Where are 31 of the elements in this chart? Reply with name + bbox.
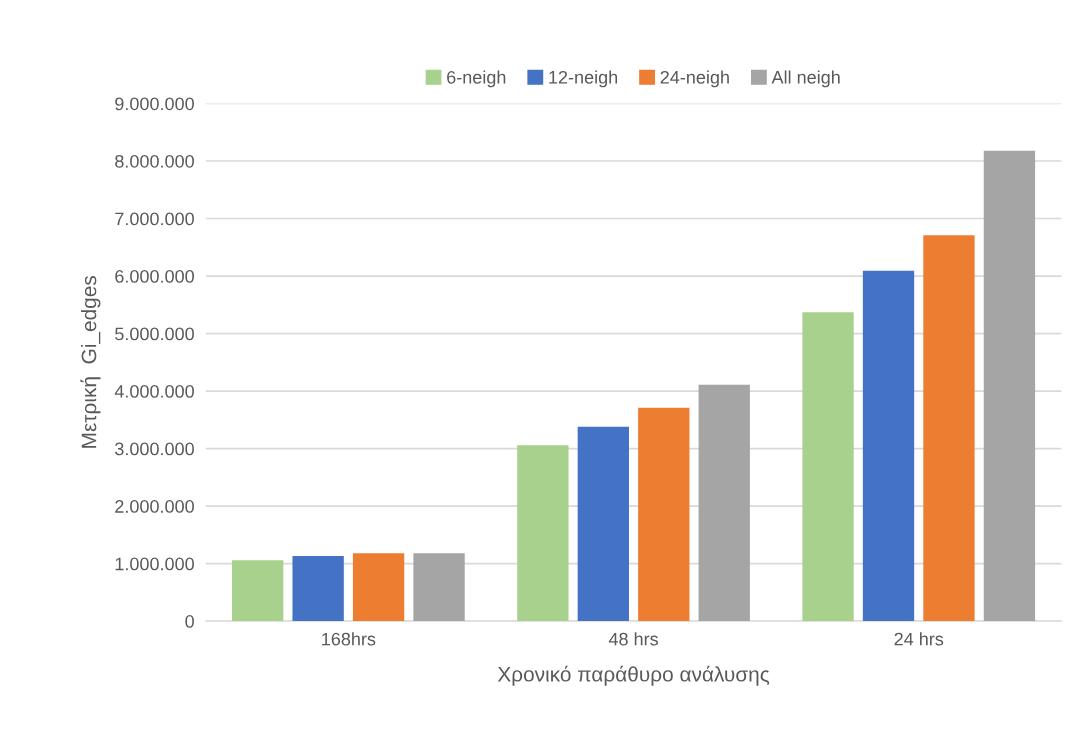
bar <box>517 445 569 622</box>
bar <box>638 407 690 622</box>
y-tick-label: 2.000.000 <box>115 500 194 513</box>
y-tick-label: 5.000.000 <box>115 327 194 341</box>
legend-label: 24-neigh <box>660 70 729 88</box>
bar <box>802 312 854 622</box>
y-tick-label: 7.000.000 <box>115 212 194 226</box>
legend-label: 6-neigh <box>447 70 506 88</box>
y-tick-label: 3.000.000 <box>115 442 194 456</box>
bar <box>352 553 405 622</box>
x-axis-title: Χρονικό παράθυρο ανάλυσης <box>497 665 770 686</box>
y-tick-label: 6.000.000 <box>115 269 194 283</box>
y-tick-label: 4.000.000 <box>114 385 194 398</box>
x-tick-label: 168hrs <box>322 632 376 646</box>
y-axis-title: Μετρική Gi_edges <box>80 276 101 448</box>
bar <box>698 384 750 622</box>
bar <box>413 553 465 622</box>
bar <box>232 560 284 622</box>
bar <box>577 426 629 622</box>
legend-label: 12-neigh <box>549 70 618 88</box>
x-tick-label: 24 hrs <box>894 632 944 646</box>
bar <box>983 150 1036 622</box>
x-tick-label: 48 hrs <box>608 632 658 646</box>
y-tick-label: 0 <box>185 615 194 628</box>
y-tick-label: 1.000.000 <box>115 557 194 571</box>
legend-label: All neigh <box>771 70 840 88</box>
y-tick-label: 8.000.000 <box>115 154 194 168</box>
bar <box>923 235 975 622</box>
bar <box>862 270 915 622</box>
y-tick-label: 9.000.000 <box>115 97 194 111</box>
bar <box>292 556 344 622</box>
